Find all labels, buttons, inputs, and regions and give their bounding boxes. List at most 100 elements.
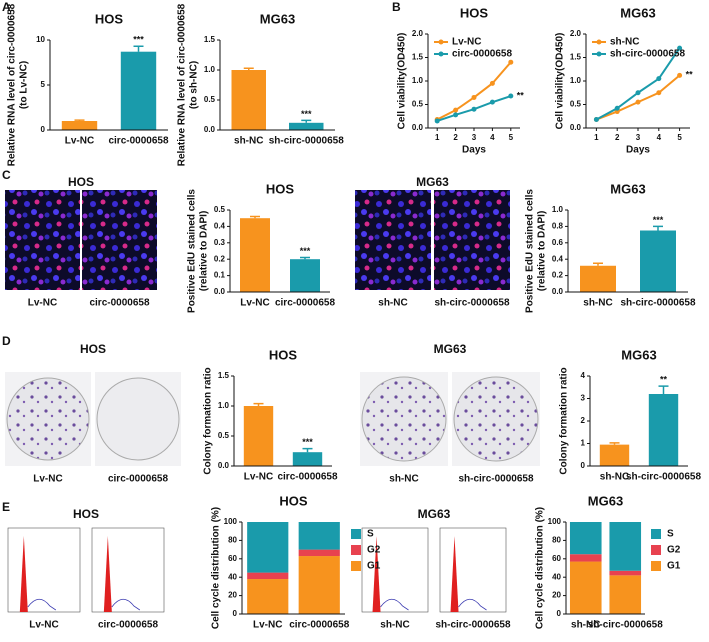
image-label: circ-0000658 [89,298,149,309]
x-tick-label: sh-NC [571,620,600,631]
y-tick-label: 60 [228,554,237,563]
error-bar [253,402,264,406]
y-axis-label: Cell cycle distribution (%) [211,507,222,629]
point [471,94,477,100]
y-tick-label: 0.0 [552,287,564,296]
x-tick-label: circ-0000658 [277,472,337,483]
legend-swatch [351,561,361,571]
y-tick-label: 0.8 [552,222,564,231]
x-tick-label: 2 [453,133,458,142]
axes [229,210,330,293]
image-group-title: HOS [80,342,106,356]
y-tick-label: 100 [224,517,238,526]
legend-label: G2 [667,545,681,556]
y-tick-label: 100 [548,517,562,526]
image-group-title: HOS [68,175,94,189]
legend-swatch [651,529,661,539]
y-tick-label: 0 [233,609,238,618]
micrograph [5,190,80,290]
y-tick-label: 0 [557,609,562,618]
y-tick-label: 0.5 [570,100,582,109]
chart-title: HOS [95,11,124,26]
y-axis-label: Cell cycle distribution (%) [535,507,546,629]
x-tick-label: Lv-NC [244,472,273,483]
y-tick-label: 0.0 [214,287,226,296]
flow-histogram [361,527,429,613]
legend-label: S [367,529,374,540]
y-tick-label: 0.5 [218,431,230,440]
flow-curve [380,598,409,611]
axes [565,522,645,615]
y-tick-label: 60 [552,554,561,563]
bar [61,121,98,130]
y-tick-label: 0.0 [218,461,230,470]
image-label: Lv-NC [29,620,58,631]
x-tick-label: sh-NC [600,472,629,483]
y-axis-label: (to sh-NC) [189,61,200,109]
significance: *** [301,109,312,119]
legend-marker [596,39,602,45]
x-tick-label: 4 [490,133,495,142]
panel-letter: A [2,0,11,14]
bar-segment [298,549,340,557]
y-tick-label: 80 [552,536,561,545]
point [489,99,495,105]
flow-curve [27,598,57,611]
legend-label: S [667,529,674,540]
x-tick-label: 5 [509,133,514,142]
y-tick-label: 4 [581,371,586,380]
chart-title: MG63 [620,5,655,20]
bar-segment [247,579,289,614]
x-tick-label: Lv-NC [240,298,269,309]
y-tick-label: 0.4 [214,222,226,231]
bar-segment [569,561,602,614]
y-tick-label: 0 [581,461,586,470]
chart-title: HOS [279,493,308,508]
flow-peak [19,536,28,612]
image-group-title: MG63 [416,175,449,189]
micrograph [355,190,431,290]
bar [599,444,630,466]
axes [585,34,690,129]
panel-letter: D [2,334,11,348]
y-tick-label: 1.0 [412,76,424,85]
bar [290,259,320,292]
y-tick-label: 0.2 [552,271,564,280]
point [635,99,641,105]
y-axis-label: Cell viability(OD450) [397,33,408,130]
chart-title: HOS [460,5,489,20]
y-tick-label: 1.5 [218,371,230,380]
bar [640,230,676,292]
y-tick-label: 1 [581,439,586,448]
y-tick-label: 1.0 [204,65,216,74]
y-axis-label: Positive EdU stained cells [187,189,198,313]
significance: *** [653,215,664,225]
y-tick-label: 0 [41,125,46,134]
error-bar [74,119,85,121]
error-bar [250,215,260,219]
legend-marker [438,39,444,45]
micrograph [434,190,510,290]
significance: ** [660,375,668,385]
y-tick-label: 40 [552,572,561,581]
y-tick-label: 0.2 [214,254,226,263]
panel-letter: E [2,500,10,514]
y-tick-label: 20 [552,591,561,600]
error-bar [653,225,663,231]
significance: *** [302,437,313,447]
y-tick-label: 2.0 [412,29,424,38]
chart-title: MG63 [610,181,645,196]
y-axis-label: (relative to DAPI) [537,211,548,292]
error-bar [302,447,313,453]
x-tick-label: 1 [435,133,440,142]
y-tick-label: 0.0 [412,123,424,132]
legend-marker [596,51,602,57]
image-label: circ-0000658 [98,620,158,631]
y-tick-label: 0.4 [552,254,564,263]
image-group-title: HOS [73,507,99,521]
y-tick-label: 0.0 [204,125,216,134]
error-bar [609,442,620,445]
x-tick-label: sh-circ-0000658 [588,620,663,631]
x-tick-label: sh-NC [583,298,612,309]
plate [96,377,180,461]
